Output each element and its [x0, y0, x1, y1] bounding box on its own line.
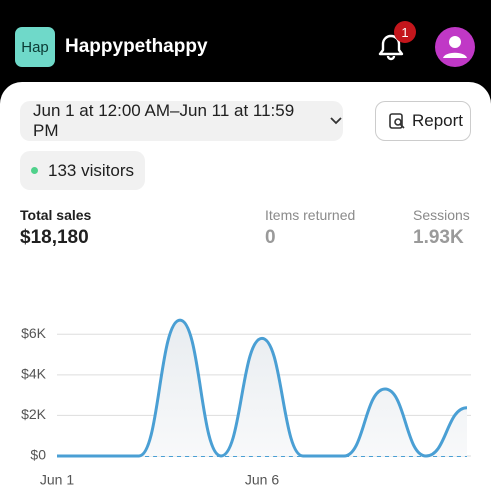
y-tick-label: $2K	[21, 406, 47, 422]
live-dot	[31, 167, 38, 174]
notification-badge: 1	[394, 21, 416, 43]
metric-value: $18,180	[20, 227, 89, 248]
metric-label[interactable]: Sessions	[413, 207, 470, 223]
y-tick-label: $0	[30, 447, 46, 463]
area-fill	[57, 320, 467, 456]
sales-line	[57, 318, 468, 458]
y-tick-label: $4K	[21, 366, 47, 382]
visitors: 133 visitors	[48, 160, 134, 180]
avatar[interactable]	[435, 27, 475, 67]
report-button[interactable]: Report	[375, 101, 471, 141]
x-tick-label: Jun 1	[40, 472, 74, 488]
chevron	[330, 117, 342, 125]
metric-label[interactable]: Items returned	[265, 207, 356, 223]
date-range: Jun 1 at 12:00 AM–Jun 11 at 11:59 PM	[33, 101, 295, 140]
date-range-picker[interactable]: Jun 1 at 12:00 AM–Jun 11 at 11:59 PM	[20, 101, 343, 141]
x-tick-label: Jun 6	[245, 472, 279, 488]
store-logo[interactable]: Hap	[15, 27, 55, 67]
report-label: Report	[412, 111, 464, 130]
metric-label[interactable]: Total sales	[20, 207, 92, 223]
sales-chart: $0 $2K $4K $6K Jun 1 Jun 6	[21, 318, 471, 488]
store-name[interactable]: Happypethappy	[65, 36, 208, 57]
y-tick-label: $6K	[21, 325, 47, 341]
metric-value: 1.93K	[413, 227, 464, 248]
metric-value: 0	[265, 227, 276, 248]
visitors-pill[interactable]: 133 visitors	[20, 151, 145, 190]
report-icon	[389, 113, 405, 129]
